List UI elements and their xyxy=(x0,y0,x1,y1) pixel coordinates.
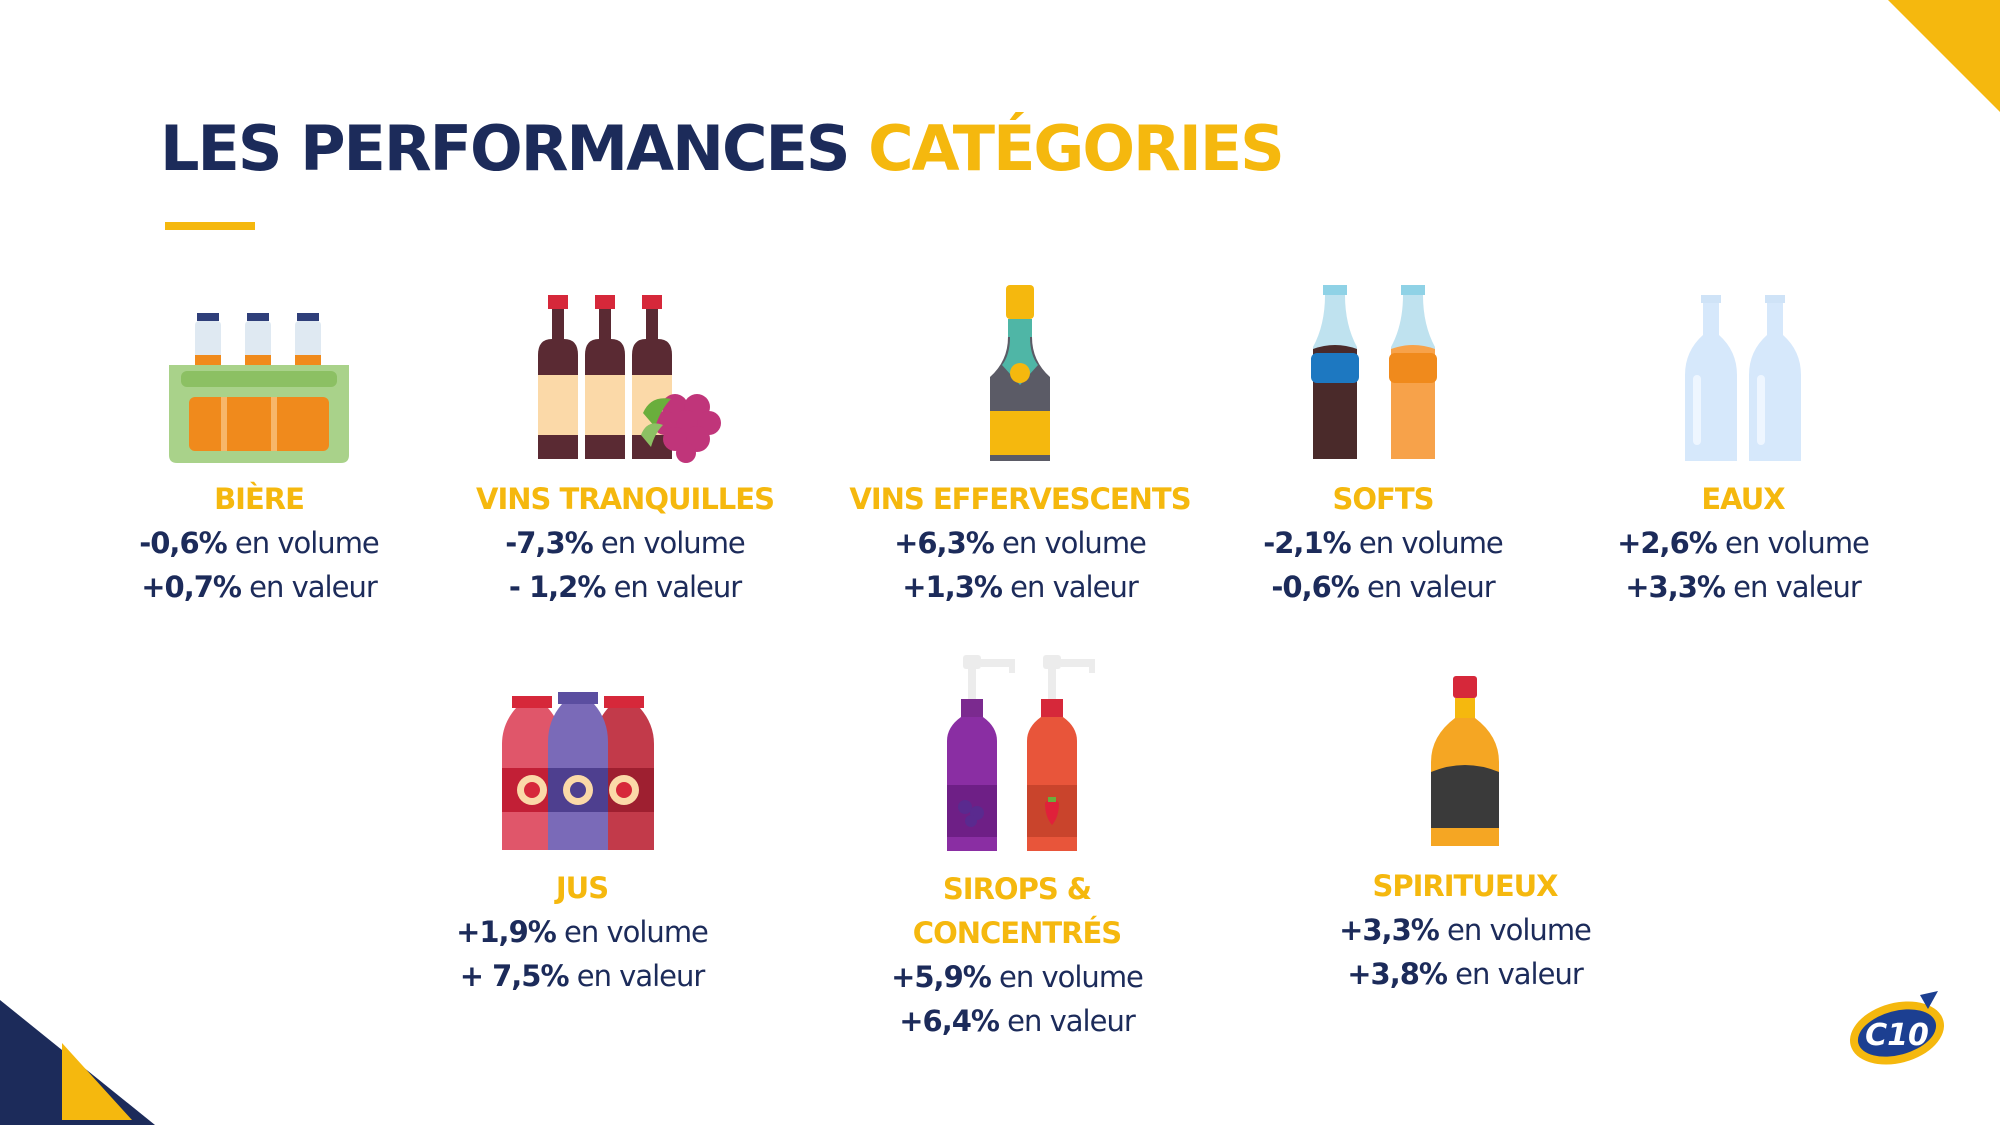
beer-crate-icon xyxy=(169,313,349,463)
page-title: LES PERFORMANCES CATÉGORIES xyxy=(160,112,1285,185)
volume-change: +6,3% en volume xyxy=(894,526,1147,560)
value-change: +3,3% en valeur xyxy=(1625,570,1862,604)
value-change: - 1,2% en valeur xyxy=(508,570,742,604)
category-name: VINS TRANQUILLES xyxy=(476,482,775,516)
volume-change: -7,3% en volume xyxy=(505,526,746,560)
water-bottles-icon xyxy=(1685,295,1801,461)
category-still-wines: VINS TRANQUILLES -7,3% en volume - 1,2% … xyxy=(445,265,805,609)
corner-triangle-decoration xyxy=(1888,0,2000,112)
spirits-bottle-icon xyxy=(1431,676,1499,846)
category-sparkling-wines: VINS EFFERVESCENTS +6,3% en volume +1,3%… xyxy=(840,265,1200,609)
category-name: BIÈRE xyxy=(214,482,305,516)
category-name: SIROPS & CONCENTRÉS xyxy=(912,872,1122,950)
category-syrups: SIROPS & CONCENTRÉS +5,9% en volume +6,4… xyxy=(837,655,1197,1043)
title-underline xyxy=(165,222,255,230)
volume-change: +3,3% en volume xyxy=(1339,913,1592,947)
value-change: + 7,5% en valeur xyxy=(459,959,706,993)
volume-change: -2,1% en volume xyxy=(1263,526,1504,560)
category-beer: BIÈRE -0,6% en volume +0,7% en valeur xyxy=(79,265,439,609)
category-name: JUS xyxy=(555,871,609,905)
value-change: +1,3% en valeur xyxy=(902,570,1139,604)
value-change: -0,6% en valeur xyxy=(1271,570,1495,604)
wine-bottles-grapes-icon xyxy=(538,295,721,463)
logo-text: C10 xyxy=(1865,1018,1929,1053)
volume-change: +2,6% en volume xyxy=(1617,526,1870,560)
c10-logo: C10 xyxy=(1849,991,1945,1065)
value-change: +3,8% en valeur xyxy=(1347,957,1584,991)
champagne-bottle-icon xyxy=(990,285,1050,461)
soda-bottles-icon xyxy=(1311,285,1437,459)
category-name: VINS EFFERVESCENTS xyxy=(849,482,1191,516)
corner-triangles-decoration xyxy=(0,1000,155,1125)
juice-bottles-icon xyxy=(502,692,654,850)
value-change: +6,4% en valeur xyxy=(899,1004,1136,1038)
volume-change: +1,9% en volume xyxy=(456,915,709,949)
category-name: EAUX xyxy=(1701,482,1785,516)
category-soft-drinks: SOFTS -2,1% en volume -0,6% en valeur xyxy=(1203,265,1563,609)
value-change: +0,7% en valeur xyxy=(141,570,378,604)
category-juices: JUS +1,9% en volume + 7,5% en valeur xyxy=(402,654,762,998)
category-spirits: SPIRITUEUX +3,3% en volume +3,8% en vale… xyxy=(1285,652,1645,996)
syrup-pump-bottles-icon xyxy=(947,655,1095,851)
category-name: SPIRITUEUX xyxy=(1372,869,1558,903)
volume-change: +5,9% en volume xyxy=(891,960,1144,994)
category-name: SOFTS xyxy=(1332,482,1434,516)
category-waters: EAUX +2,6% en volume +3,3% en valeur xyxy=(1563,265,1923,609)
volume-change: -0,6% en volume xyxy=(139,526,380,560)
